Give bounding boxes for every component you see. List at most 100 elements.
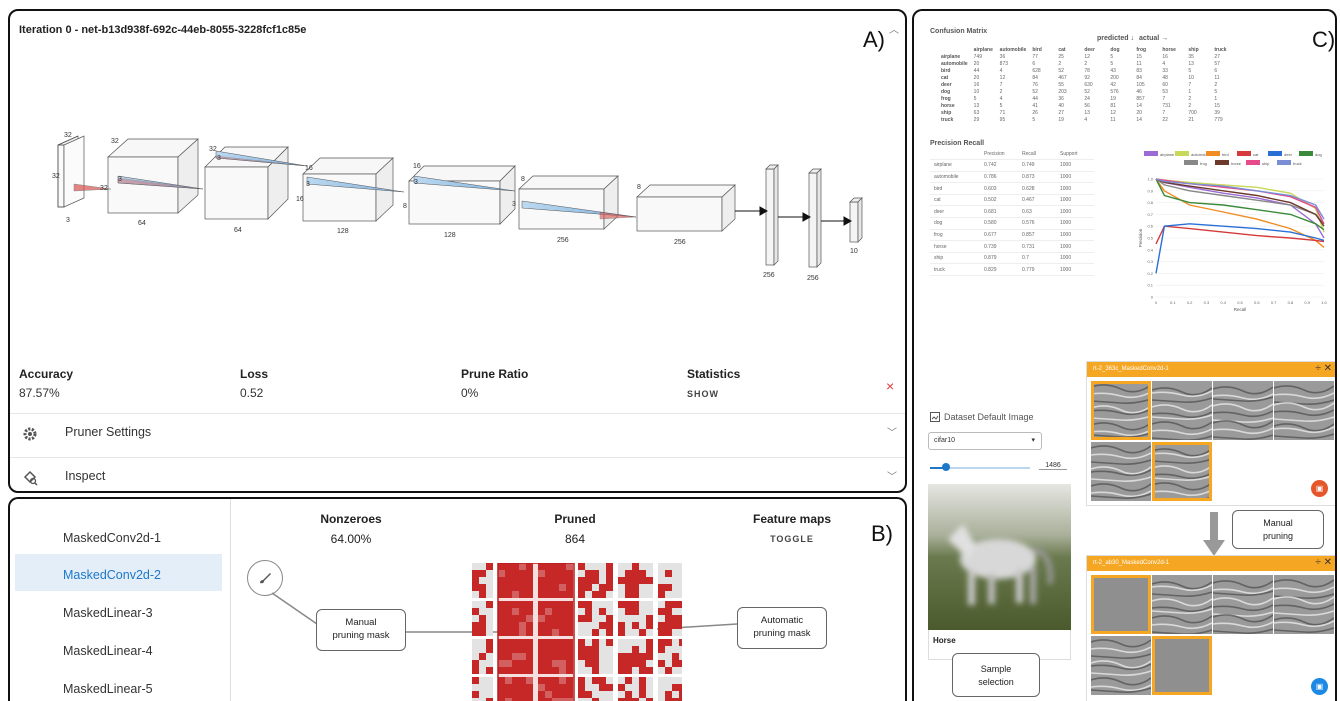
mask-cell[interactable]	[618, 615, 625, 622]
mask-cell[interactable]	[585, 698, 592, 701]
mask-cell[interactable]	[632, 677, 639, 684]
mask-cell[interactable]	[505, 622, 512, 629]
mask-cell[interactable]	[479, 677, 486, 684]
mask-cell[interactable]	[606, 660, 613, 667]
mask-cell[interactable]	[679, 698, 682, 701]
mask-cell[interactable]	[592, 577, 599, 584]
mask-cell[interactable]	[559, 608, 566, 615]
mask-cell[interactable]	[665, 584, 672, 591]
mask-cell[interactable]	[512, 591, 519, 598]
mask-cell[interactable]	[618, 570, 625, 577]
mask-cell[interactable]	[599, 698, 606, 701]
mask-cell[interactable]	[472, 563, 479, 570]
mask-cell[interactable]	[679, 629, 682, 636]
mask-cell[interactable]	[592, 563, 599, 570]
mask-cell[interactable]	[512, 608, 519, 615]
mask-cell[interactable]	[639, 591, 646, 598]
mask-cell[interactable]	[606, 577, 613, 584]
mask-cell[interactable]	[658, 691, 665, 698]
mask-cell[interactable]	[566, 646, 573, 653]
mask-cell[interactable]	[505, 584, 512, 591]
mask-cell[interactable]	[618, 577, 625, 584]
mask-cell[interactable]	[486, 660, 493, 667]
mask-cell[interactable]	[566, 660, 573, 667]
mask-cell[interactable]	[625, 639, 632, 646]
mask-cell[interactable]	[646, 629, 653, 636]
mask-cell[interactable]	[538, 608, 545, 615]
mask-cell[interactable]	[505, 639, 512, 646]
mask-cell[interactable]	[618, 660, 625, 667]
mask-cell[interactable]	[585, 591, 592, 598]
mask-cell[interactable]	[559, 591, 566, 598]
mask-cell[interactable]	[599, 677, 606, 684]
mask-cell[interactable]	[538, 653, 545, 660]
mask-cell[interactable]	[646, 698, 653, 701]
layer-item[interactable]: MaskedLinear-3	[63, 606, 153, 620]
mask-cell[interactable]	[479, 570, 486, 577]
mask-cell[interactable]	[472, 601, 479, 608]
mask-cell[interactable]	[585, 629, 592, 636]
mask-cell[interactable]	[505, 570, 512, 577]
mask-cell[interactable]	[632, 584, 639, 591]
mask-cell[interactable]	[479, 608, 486, 615]
mask-cell[interactable]	[625, 570, 632, 577]
mask-cell[interactable]	[618, 601, 625, 608]
mask-cell[interactable]	[512, 584, 519, 591]
mask-cell[interactable]	[545, 622, 552, 629]
mask-cell[interactable]	[578, 601, 585, 608]
mask-cell[interactable]	[679, 615, 682, 622]
mask-cell[interactable]	[578, 691, 585, 698]
mask-cell[interactable]	[578, 577, 585, 584]
layer-item-selected[interactable]: MaskedConv2d-2	[15, 554, 222, 591]
mask-cell[interactable]	[526, 622, 533, 629]
mask-cell[interactable]	[479, 639, 486, 646]
mask-cell[interactable]	[479, 577, 486, 584]
mask-cell[interactable]	[665, 684, 672, 691]
mask-cell[interactable]	[672, 639, 679, 646]
mask-cell[interactable]	[479, 629, 486, 636]
mask-cell[interactable]	[578, 563, 585, 570]
mask-cell[interactable]	[486, 577, 493, 584]
pruning-mask-grid[interactable]	[468, 563, 682, 701]
mask-cell[interactable]	[472, 677, 479, 684]
mask-cell[interactable]	[505, 677, 512, 684]
mask-cell[interactable]	[646, 615, 653, 622]
mask-cell[interactable]	[505, 601, 512, 608]
mask-cell[interactable]	[566, 698, 573, 701]
mask-cell[interactable]	[646, 563, 653, 570]
mask-cell[interactable]	[566, 629, 573, 636]
mask-cell[interactable]	[592, 584, 599, 591]
mask-cell[interactable]	[632, 622, 639, 629]
feature-map[interactable]	[1152, 381, 1212, 440]
mask-cell[interactable]	[599, 667, 606, 674]
mask-cell[interactable]	[512, 570, 519, 577]
mask-cell[interactable]	[632, 563, 639, 570]
mask-cell[interactable]	[512, 646, 519, 653]
mask-cell[interactable]	[599, 622, 606, 629]
mask-cell[interactable]	[625, 584, 632, 591]
mask-cell[interactable]	[679, 577, 682, 584]
mask-cell[interactable]	[559, 629, 566, 636]
mask-cell[interactable]	[646, 570, 653, 577]
mask-cell[interactable]	[639, 691, 646, 698]
mask-cell[interactable]	[545, 584, 552, 591]
mask-cell[interactable]	[646, 622, 653, 629]
mask-cell[interactable]	[665, 639, 672, 646]
mask-cell[interactable]	[519, 691, 526, 698]
mask-cell[interactable]	[585, 677, 592, 684]
mask-cell[interactable]	[566, 601, 573, 608]
mask-cell[interactable]	[538, 615, 545, 622]
mask-cell[interactable]	[632, 653, 639, 660]
mask-cell[interactable]	[585, 660, 592, 667]
mask-cell[interactable]	[665, 563, 672, 570]
mask-cell[interactable]	[486, 601, 493, 608]
mask-cell[interactable]	[498, 646, 505, 653]
split-close-icons[interactable]: ÷ ✕	[1315, 557, 1332, 568]
show-statistics-button[interactable]: SHOW	[687, 389, 719, 399]
mask-cell[interactable]	[472, 577, 479, 584]
mask-cell[interactable]	[512, 601, 519, 608]
layer-item[interactable]: MaskedLinear-5	[63, 682, 153, 696]
mask-cell[interactable]	[625, 660, 632, 667]
mask-cell[interactable]	[618, 584, 625, 591]
mask-cell[interactable]	[486, 646, 493, 653]
